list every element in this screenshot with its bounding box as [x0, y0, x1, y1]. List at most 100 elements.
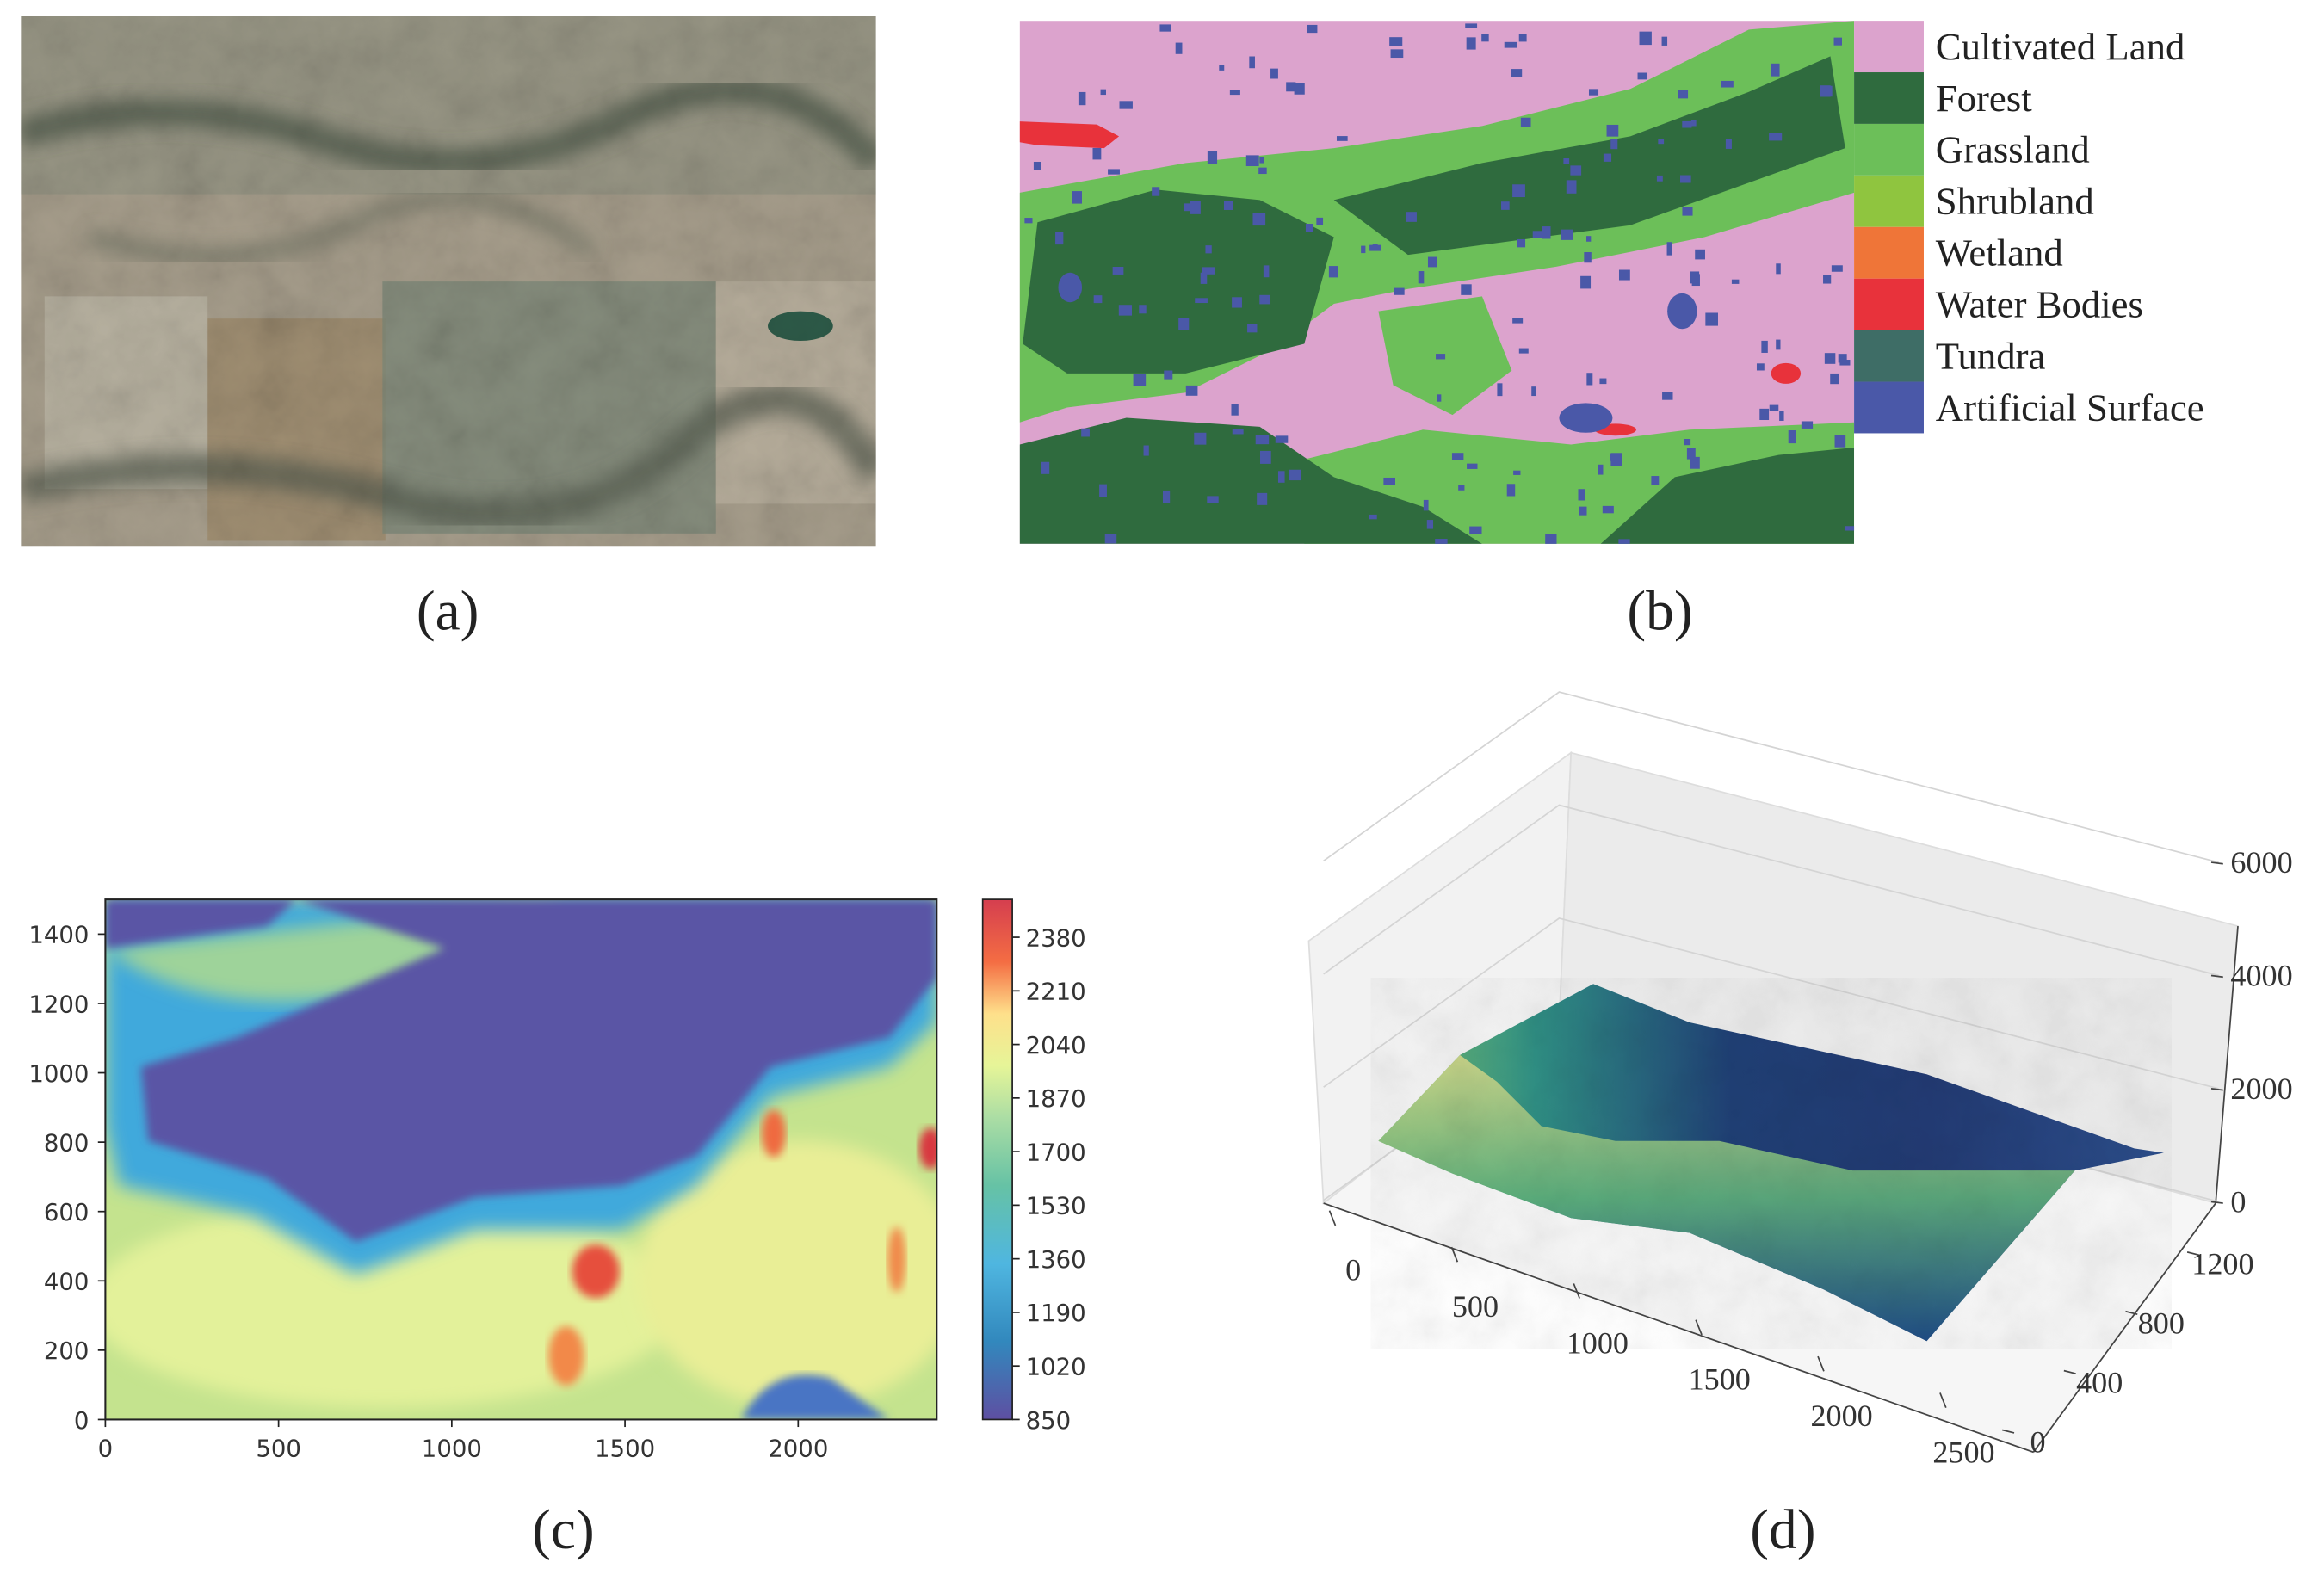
legend-label: Grassland — [1936, 128, 2090, 171]
artificial-patch — [1602, 505, 1614, 514]
artificial-patch — [1437, 394, 1442, 402]
artificial-patch — [1361, 245, 1366, 254]
captions: (a) (b) (c) (d) — [417, 581, 1816, 1561]
artificial-patch — [1232, 429, 1244, 435]
artificial-patch — [1072, 191, 1083, 204]
artificial-patch — [1584, 252, 1592, 263]
artificial-patch — [1845, 526, 1855, 531]
y-tick-label: 400 — [2076, 1365, 2123, 1399]
colorbar-tick-label: 850 — [1026, 1407, 1072, 1435]
panel-caption: (b) — [1627, 581, 1692, 643]
legend-swatch — [1854, 72, 1924, 124]
artificial-patch — [1678, 90, 1689, 99]
legend-swatch — [1854, 21, 1924, 73]
artificial-patch — [1207, 496, 1219, 503]
artificial-patch — [1307, 24, 1318, 34]
colorbar-tick-label: 1020 — [1026, 1354, 1086, 1381]
artificial-patch — [1531, 386, 1536, 397]
z-tick — [2210, 974, 2223, 979]
artificial-patch — [1511, 69, 1523, 77]
land-cover-map — [1019, 21, 1855, 544]
x-tick-label: 2000 — [1810, 1399, 1872, 1433]
artificial-patch — [1570, 165, 1582, 176]
legend-label: Cultivated Land — [1936, 25, 2185, 68]
colorbar-tick-label: 1360 — [1026, 1246, 1086, 1274]
artificial-patch — [1406, 212, 1417, 222]
artificial-patch — [1207, 151, 1218, 164]
artificial-patch — [1830, 373, 1839, 385]
artificial-patch — [1603, 153, 1612, 162]
x-tick-label: 0 — [98, 1435, 114, 1462]
colorbar — [981, 898, 1013, 1421]
artificial-patch — [1257, 492, 1268, 505]
artificial-patch — [1427, 256, 1437, 268]
artificial-patch — [1423, 499, 1429, 511]
artificial-patch — [1133, 374, 1147, 386]
artificial-patch — [1055, 232, 1064, 245]
artificial-patch — [1518, 348, 1529, 354]
artificial-patch — [1316, 217, 1324, 225]
artificial-patch — [1219, 65, 1225, 71]
legend-swatch — [1854, 278, 1924, 330]
y-tick-label: 800 — [44, 1129, 90, 1157]
artificial-patch — [1686, 448, 1696, 460]
colorbar-tick-label: 1700 — [1026, 1139, 1086, 1166]
x-tick-label: 2000 — [768, 1435, 828, 1462]
y-tick-label: 1200 — [2191, 1247, 2253, 1281]
artificial-patch — [1769, 133, 1783, 141]
legend-label: Wetland — [1936, 232, 2063, 275]
artificial-patch — [1679, 175, 1691, 183]
artificial-patch — [1578, 489, 1585, 501]
x-tick — [1939, 1392, 1947, 1408]
y-tick-label: 1000 — [28, 1060, 89, 1088]
artificial-patch — [1112, 266, 1124, 275]
artificial-area — [1667, 293, 1697, 330]
artificial-patch — [1469, 526, 1482, 534]
artificial-patch — [1833, 37, 1842, 46]
water-area — [1771, 362, 1802, 384]
z-tick-label: 4000 — [2230, 959, 2292, 993]
artificial-patch — [1383, 477, 1395, 485]
artificial-patch — [1081, 428, 1090, 437]
z-tick-label: 6000 — [2230, 845, 2292, 880]
artificial-patch — [1545, 534, 1557, 544]
y-tick — [2125, 1310, 2138, 1316]
artificial-patch — [1078, 91, 1086, 106]
artificial-patch — [1690, 120, 1697, 127]
artificial-patch — [1275, 435, 1289, 443]
artificial-patch — [1461, 284, 1472, 295]
plot-frame — [104, 898, 938, 1421]
artificial-patch — [1579, 506, 1587, 516]
artificial-patch — [1286, 82, 1296, 92]
artificial-patch — [1294, 83, 1305, 95]
artificial-patch — [1108, 169, 1120, 175]
artificial-patch — [1501, 201, 1510, 210]
artificial-patch — [1831, 265, 1843, 272]
legend-label: Shrubland — [1936, 180, 2094, 223]
artificial-patch — [1504, 41, 1517, 48]
artificial-patch — [1512, 184, 1525, 198]
artificial-patch — [1372, 244, 1378, 250]
artificial-patch — [1099, 484, 1107, 497]
artificial-patch — [1451, 453, 1464, 460]
artificial-patch — [1100, 89, 1106, 96]
artificial-patch — [1289, 469, 1301, 481]
artificial-patch — [1658, 139, 1665, 145]
artificial-patch — [1394, 287, 1405, 295]
artificial-patch — [1606, 124, 1619, 137]
artificial-patch — [1563, 158, 1570, 164]
artificial-patch — [1143, 445, 1149, 456]
artificial-patch — [1695, 249, 1705, 260]
artificial-patch — [1770, 63, 1780, 77]
artificial-patch — [1684, 439, 1691, 446]
colorbar-tick-label: 1190 — [1026, 1300, 1086, 1327]
artificial-patch — [1458, 485, 1465, 491]
y-tick — [2186, 1251, 2200, 1257]
x-tick-label: 1000 — [1567, 1325, 1629, 1360]
artificial-patch — [1200, 272, 1208, 284]
artificial-patch — [1194, 432, 1207, 445]
artificial-patch — [1497, 383, 1503, 397]
artificial-patch — [1598, 464, 1604, 475]
artificial-patch — [1801, 421, 1814, 429]
artificial-patch — [1512, 318, 1524, 324]
